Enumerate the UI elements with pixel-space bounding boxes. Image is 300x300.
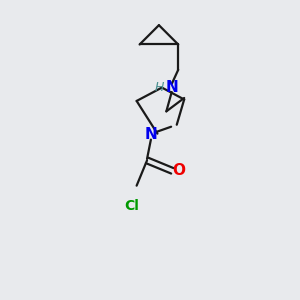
Text: Cl: Cl <box>125 200 140 214</box>
Text: N: N <box>145 127 157 142</box>
Text: O: O <box>172 163 185 178</box>
Text: H: H <box>155 81 164 94</box>
Text: N: N <box>165 80 178 95</box>
